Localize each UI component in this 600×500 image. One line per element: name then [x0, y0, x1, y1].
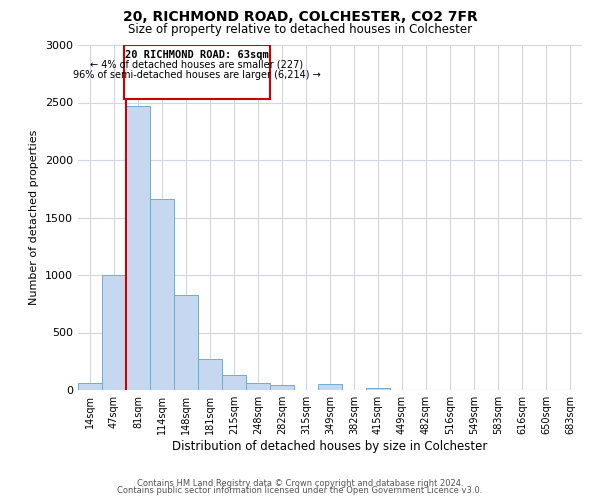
Bar — [78, 383, 102, 390]
Bar — [198, 359, 222, 390]
X-axis label: Distribution of detached houses by size in Colchester: Distribution of detached houses by size … — [172, 440, 488, 453]
Bar — [270, 386, 294, 390]
Text: ← 4% of detached houses are smaller (227): ← 4% of detached houses are smaller (227… — [90, 60, 304, 70]
FancyBboxPatch shape — [124, 45, 270, 99]
Bar — [366, 388, 390, 390]
Bar — [318, 384, 342, 390]
Bar — [126, 106, 150, 390]
Text: Size of property relative to detached houses in Colchester: Size of property relative to detached ho… — [128, 22, 472, 36]
Text: 20 RICHMOND ROAD: 63sqm: 20 RICHMOND ROAD: 63sqm — [125, 50, 269, 59]
Text: 20, RICHMOND ROAD, COLCHESTER, CO2 7FR: 20, RICHMOND ROAD, COLCHESTER, CO2 7FR — [122, 10, 478, 24]
Bar — [150, 199, 174, 390]
Bar — [102, 275, 126, 390]
Bar — [222, 375, 246, 390]
Text: Contains public sector information licensed under the Open Government Licence v3: Contains public sector information licen… — [118, 486, 482, 495]
Bar — [246, 383, 270, 390]
Text: 96% of semi-detached houses are larger (6,214) →: 96% of semi-detached houses are larger (… — [73, 70, 320, 80]
Bar — [174, 294, 198, 390]
Y-axis label: Number of detached properties: Number of detached properties — [29, 130, 40, 305]
Text: Contains HM Land Registry data © Crown copyright and database right 2024.: Contains HM Land Registry data © Crown c… — [137, 478, 463, 488]
